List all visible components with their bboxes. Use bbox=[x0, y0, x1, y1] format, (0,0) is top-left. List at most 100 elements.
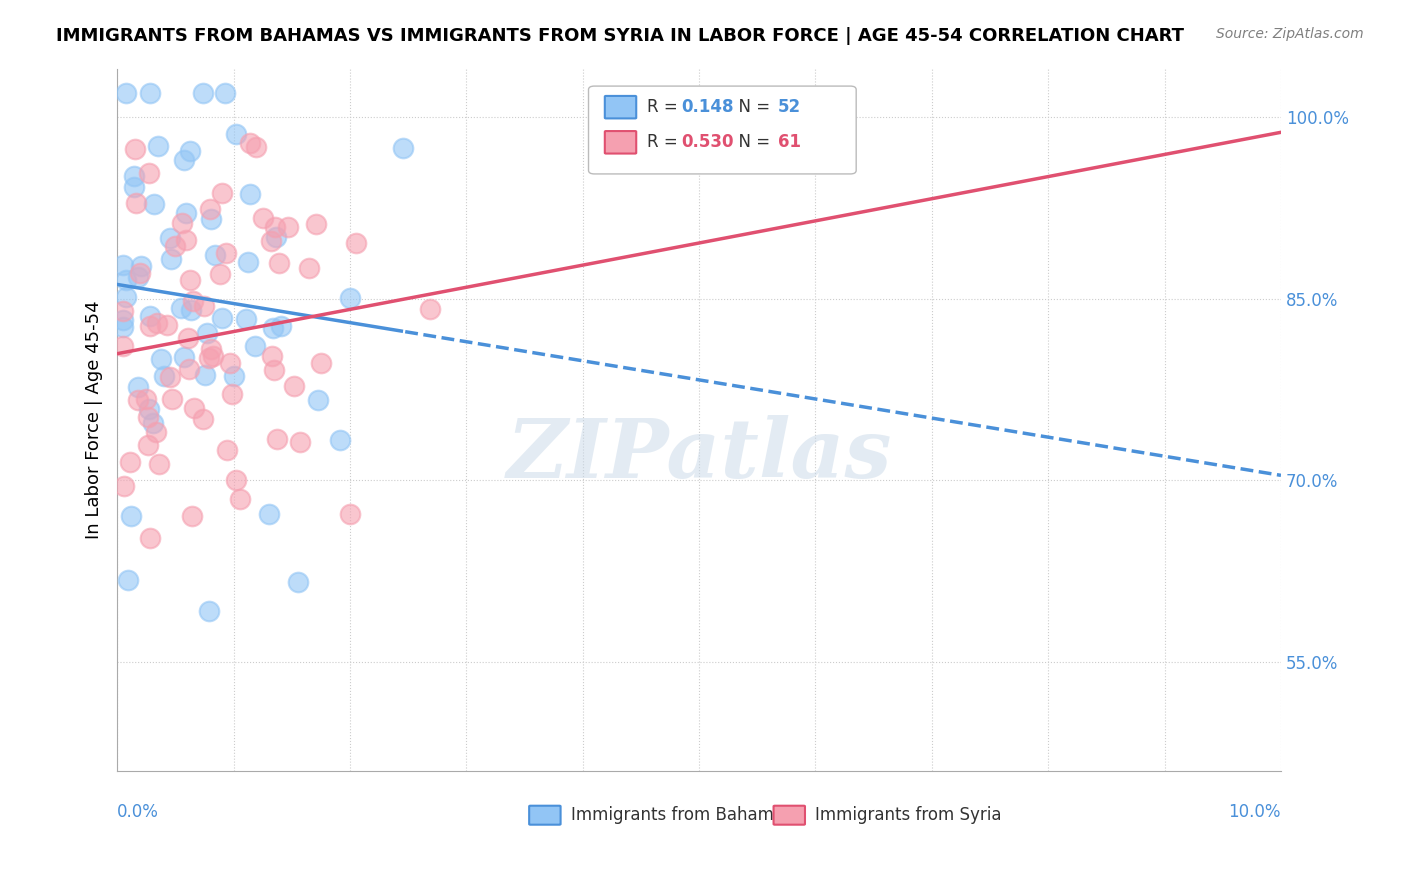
Point bbox=[111, 338, 134, 352]
Point bbox=[124, 196, 146, 211]
Point bbox=[339, 507, 361, 521]
Point bbox=[235, 312, 257, 326]
Point bbox=[183, 401, 205, 415]
Y-axis label: In Labor Force | Age 45-54: In Labor Force | Age 45-54 bbox=[86, 301, 103, 539]
Point bbox=[139, 319, 162, 334]
Text: N =: N = bbox=[728, 98, 776, 116]
Point bbox=[159, 369, 181, 384]
Point bbox=[170, 216, 193, 230]
Point bbox=[191, 412, 214, 426]
Point bbox=[239, 187, 262, 202]
Point bbox=[181, 509, 204, 524]
Point bbox=[179, 144, 201, 158]
Point bbox=[145, 425, 167, 439]
Point bbox=[209, 267, 232, 281]
Point bbox=[277, 219, 299, 234]
Point bbox=[329, 433, 352, 447]
Point bbox=[160, 252, 183, 266]
Point bbox=[124, 179, 146, 194]
Text: N =: N = bbox=[728, 133, 776, 152]
Point bbox=[173, 153, 195, 167]
Point bbox=[114, 273, 136, 287]
Text: 0.530: 0.530 bbox=[682, 133, 734, 152]
Point bbox=[115, 86, 138, 100]
Point bbox=[117, 573, 139, 587]
Point bbox=[180, 303, 202, 318]
Point bbox=[270, 319, 292, 334]
FancyBboxPatch shape bbox=[605, 131, 637, 153]
FancyBboxPatch shape bbox=[773, 805, 806, 825]
Point bbox=[221, 387, 243, 401]
Text: Immigrants from Syria: Immigrants from Syria bbox=[815, 805, 1002, 824]
FancyBboxPatch shape bbox=[529, 805, 561, 825]
Point bbox=[121, 508, 143, 523]
Point bbox=[344, 235, 367, 250]
Point bbox=[236, 254, 259, 268]
Point bbox=[239, 136, 262, 151]
Text: Source: ZipAtlas.com: Source: ZipAtlas.com bbox=[1216, 27, 1364, 41]
Point bbox=[266, 230, 288, 244]
Point bbox=[160, 392, 183, 406]
Point bbox=[142, 196, 165, 211]
Point bbox=[138, 409, 160, 424]
Point bbox=[148, 457, 170, 471]
Point bbox=[129, 260, 152, 274]
FancyBboxPatch shape bbox=[589, 87, 856, 174]
Point bbox=[225, 473, 247, 487]
Text: Immigrants from Bahamas: Immigrants from Bahamas bbox=[571, 805, 793, 824]
Point bbox=[259, 508, 281, 522]
Point bbox=[200, 211, 222, 226]
Point bbox=[419, 301, 441, 316]
Point bbox=[198, 202, 221, 216]
Point bbox=[200, 342, 222, 356]
Point bbox=[266, 432, 288, 446]
Point bbox=[215, 245, 238, 260]
Point bbox=[260, 234, 283, 248]
Point bbox=[165, 239, 187, 253]
Point bbox=[211, 310, 233, 325]
Point bbox=[146, 138, 169, 153]
Text: IMMIGRANTS FROM BAHAMAS VS IMMIGRANTS FROM SYRIA IN LABOR FORCE | AGE 45-54 CORR: IMMIGRANTS FROM BAHAMAS VS IMMIGRANTS FR… bbox=[56, 27, 1184, 45]
Point bbox=[127, 270, 149, 285]
Point bbox=[245, 140, 267, 154]
Text: R =: R = bbox=[647, 133, 683, 152]
Point bbox=[111, 319, 134, 334]
Point bbox=[136, 437, 159, 451]
Point bbox=[174, 206, 197, 220]
Text: R =: R = bbox=[647, 98, 683, 116]
FancyBboxPatch shape bbox=[605, 96, 637, 119]
Point bbox=[211, 186, 233, 200]
Point bbox=[138, 401, 160, 416]
Point bbox=[179, 362, 201, 376]
Point bbox=[229, 491, 252, 506]
Text: 0.0%: 0.0% bbox=[117, 803, 159, 821]
Point bbox=[197, 351, 219, 366]
Point bbox=[146, 316, 169, 330]
Text: 52: 52 bbox=[778, 98, 801, 116]
Point bbox=[252, 211, 274, 226]
Point bbox=[267, 256, 290, 270]
Point bbox=[156, 318, 179, 332]
Point bbox=[194, 368, 217, 382]
Point bbox=[122, 169, 145, 183]
Point bbox=[298, 260, 321, 275]
Point bbox=[139, 86, 162, 100]
Point bbox=[139, 531, 162, 545]
Point bbox=[307, 392, 329, 407]
Point bbox=[114, 478, 136, 492]
Point bbox=[260, 349, 283, 363]
Point bbox=[204, 248, 226, 262]
Point bbox=[115, 290, 138, 304]
Text: 0.148: 0.148 bbox=[682, 98, 734, 116]
Point bbox=[305, 217, 328, 231]
Point bbox=[170, 301, 193, 315]
Point bbox=[263, 363, 285, 377]
Point bbox=[222, 368, 245, 383]
Point bbox=[243, 339, 266, 353]
Point bbox=[195, 326, 218, 340]
Point bbox=[191, 86, 214, 100]
Point bbox=[120, 455, 142, 469]
Point bbox=[174, 233, 197, 247]
Point bbox=[217, 443, 239, 458]
Point bbox=[198, 604, 221, 618]
